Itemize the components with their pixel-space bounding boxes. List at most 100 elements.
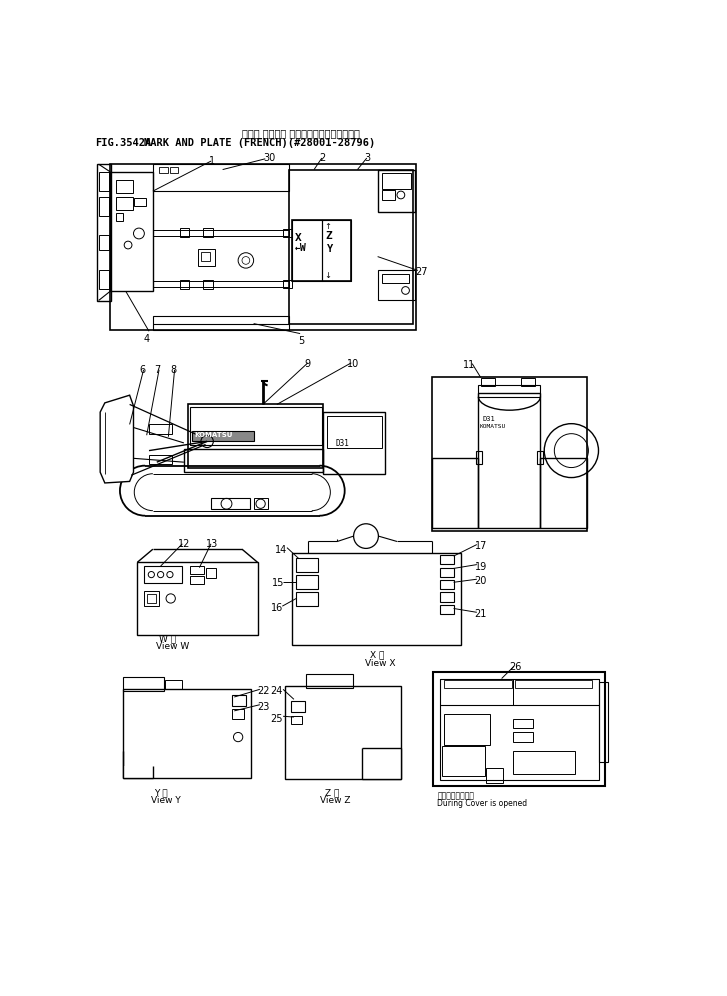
Bar [164, 680, 182, 689]
Bar [116, 196, 133, 210]
Bar [232, 695, 246, 706]
Text: 22: 22 [257, 686, 270, 696]
Bar [513, 751, 575, 774]
Bar [382, 173, 411, 189]
Text: 23: 23 [257, 701, 270, 711]
Bar [159, 167, 169, 173]
Bar [362, 748, 401, 779]
Text: 21: 21 [475, 610, 487, 620]
Bar [232, 709, 244, 718]
Text: 26: 26 [510, 662, 522, 672]
Bar [180, 228, 189, 237]
Text: KOMATSU: KOMATSU [194, 432, 233, 438]
Text: 12: 12 [177, 539, 190, 549]
Text: Y 板: Y 板 [154, 788, 168, 797]
Bar [432, 458, 478, 528]
Text: 4: 4 [143, 334, 150, 344]
Bar [478, 392, 540, 528]
Bar [537, 450, 542, 464]
Bar [283, 281, 292, 288]
Bar [285, 686, 401, 779]
Bar [481, 378, 494, 385]
Text: 1: 1 [209, 155, 214, 165]
Text: 13: 13 [206, 539, 218, 549]
Bar [153, 230, 289, 236]
Text: View W: View W [156, 641, 189, 650]
Text: 3: 3 [364, 153, 371, 163]
Bar [192, 431, 254, 440]
Bar [111, 172, 153, 291]
Bar [97, 164, 111, 301]
Text: MARK AND PLATE (FRENCH)(#28001-28796): MARK AND PLATE (FRENCH)(#28001-28796) [143, 138, 375, 148]
Bar [153, 281, 289, 288]
Bar [147, 594, 156, 604]
Text: During Cover is opened: During Cover is opened [438, 800, 527, 809]
Bar [296, 576, 318, 590]
Bar [513, 678, 599, 705]
Bar [440, 580, 454, 590]
Bar [440, 568, 454, 577]
Bar [204, 228, 212, 237]
Bar [521, 378, 535, 385]
Text: 11: 11 [463, 360, 475, 370]
Bar [292, 220, 350, 281]
Bar [291, 701, 305, 712]
Text: View Z: View Z [321, 796, 350, 805]
Bar [432, 377, 587, 532]
Bar [324, 412, 385, 474]
Text: D31: D31 [335, 439, 349, 448]
Bar [440, 555, 454, 564]
Text: ←W: ←W [294, 243, 307, 253]
Bar [442, 746, 485, 776]
Text: マーク オヨビ゛ プレート（フランスコ゛）: マーク オヨビ゛ プレート（フランスコ゛） [242, 128, 360, 138]
Bar [382, 274, 409, 283]
Bar [283, 229, 292, 237]
Bar [440, 593, 454, 602]
Bar [377, 169, 415, 212]
Text: Z 板: Z 板 [325, 788, 340, 797]
Bar [153, 164, 289, 191]
Bar [486, 768, 503, 783]
Bar [377, 270, 415, 301]
Bar [190, 566, 204, 574]
Bar [143, 591, 159, 607]
Bar [540, 458, 587, 528]
Text: Z: Z [325, 231, 332, 241]
Bar [121, 470, 349, 518]
Bar [443, 680, 512, 688]
Bar [254, 498, 268, 509]
Text: 20: 20 [475, 576, 487, 586]
Bar [170, 167, 177, 173]
Text: 14: 14 [276, 545, 288, 555]
Bar [306, 674, 353, 688]
Bar [99, 196, 110, 216]
Text: View X: View X [365, 658, 395, 667]
Bar [204, 280, 212, 289]
Bar [153, 316, 289, 330]
Text: 16: 16 [271, 604, 284, 614]
Bar [211, 498, 250, 509]
Bar [124, 766, 153, 778]
Bar [143, 566, 182, 583]
Bar [116, 179, 133, 193]
Bar [124, 677, 164, 691]
Bar [190, 406, 322, 445]
Text: X 板: X 板 [370, 650, 385, 659]
Text: 6: 6 [139, 366, 145, 375]
Text: X: X [294, 233, 302, 243]
Bar [296, 559, 318, 573]
Bar [440, 605, 454, 614]
Bar [515, 680, 593, 688]
Bar [99, 270, 110, 289]
Text: 2: 2 [319, 153, 326, 163]
Bar [476, 450, 482, 464]
Bar [292, 553, 462, 645]
Bar [292, 220, 322, 281]
Bar [382, 190, 395, 199]
Text: 8: 8 [171, 366, 177, 375]
Bar [443, 714, 490, 745]
Bar [440, 678, 599, 780]
Text: D31: D31 [482, 416, 495, 422]
Bar [184, 449, 324, 472]
Bar [111, 164, 417, 330]
